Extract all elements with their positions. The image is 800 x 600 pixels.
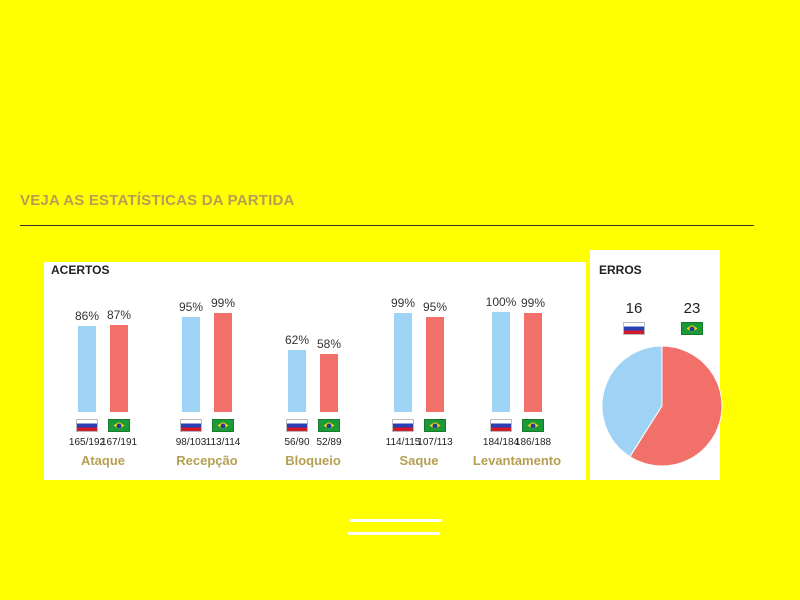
bar-value-label: 99% (390, 296, 416, 310)
bar-fraction-label: 107/113 (417, 437, 453, 448)
bar-value-label: 95% (422, 300, 448, 314)
bar-fraction-label: 52/89 (316, 437, 342, 448)
title-divider (20, 225, 754, 226)
bar-bloqueio-1 (320, 354, 338, 412)
bar-value-label: 87% (106, 308, 132, 322)
bar-value-label: 99% (210, 296, 236, 310)
bar-group-1 (160, 290, 252, 476)
bar-ataque-1 (110, 325, 128, 412)
bar-group-0 (56, 290, 148, 476)
bar-fraction-label: 114/115 (385, 437, 421, 448)
page-title: VEJA AS ESTATÍSTICAS DA PARTIDA (20, 192, 295, 209)
erros-pie-chart (601, 345, 723, 467)
bar-value-label: 58% (316, 337, 342, 351)
bar-levantamento-0 (492, 312, 510, 412)
erros-value-russia: 16 (625, 300, 643, 317)
bar-fraction-label: 184/184 (482, 437, 520, 448)
erros-title: ERROS (596, 262, 645, 278)
bar-levantamento-1 (524, 313, 542, 412)
bar-fraction-label: 113/114 (205, 437, 241, 448)
category-label-3: Saque (399, 453, 439, 468)
bar-fraction-label: 167/191 (100, 437, 138, 448)
bar-value-label: 99% (520, 296, 546, 310)
bar-value-label: 86% (74, 309, 100, 323)
brazil-flag-icon (424, 419, 446, 432)
brazil-flag-icon (212, 419, 234, 432)
bar-value-label: 62% (284, 333, 310, 347)
category-label-1: Recepção (176, 453, 238, 468)
bar-fraction-label: 186/188 (514, 437, 552, 448)
russia-flag-icon (286, 419, 308, 432)
brazil-flag-icon (522, 419, 544, 432)
bar-value-label: 95% (178, 300, 204, 314)
category-label-2: Bloqueio (285, 453, 341, 468)
bar-bloqueio-0 (288, 350, 306, 412)
russia-flag-icon (392, 419, 414, 432)
brazil-flag-icon (108, 419, 130, 432)
bar-fraction-label: 56/90 (284, 437, 310, 448)
bar-ataque-0 (78, 326, 96, 412)
pie-slice-brazil (629, 345, 723, 467)
bar-group-4 (470, 290, 562, 476)
bar-recepção-1 (214, 313, 232, 412)
russia-flag-icon (490, 419, 512, 432)
brazil-flag-icon (681, 322, 703, 335)
russia-flag-icon (180, 419, 202, 432)
bar-group-2 (266, 290, 358, 476)
bar-fraction-label: 98/103 (175, 437, 207, 448)
russia-flag-icon (623, 322, 645, 335)
bar-value-label: 100% (485, 295, 517, 309)
erros-value-brazil: 23 (683, 300, 701, 317)
bar-group-3 (372, 290, 464, 476)
acertos-title: ACERTOS (48, 262, 113, 278)
bar-fraction-label: 165/192 (68, 437, 106, 448)
divider-mark (348, 532, 440, 535)
bar-saque-0 (394, 313, 412, 412)
category-label-4: Levantamento (472, 453, 562, 468)
category-label-0: Ataque (80, 453, 126, 468)
bar-saque-1 (426, 317, 444, 412)
divider-mark (350, 519, 442, 522)
russia-flag-icon (76, 419, 98, 432)
brazil-flag-icon (318, 419, 340, 432)
bar-recepção-0 (182, 317, 200, 412)
